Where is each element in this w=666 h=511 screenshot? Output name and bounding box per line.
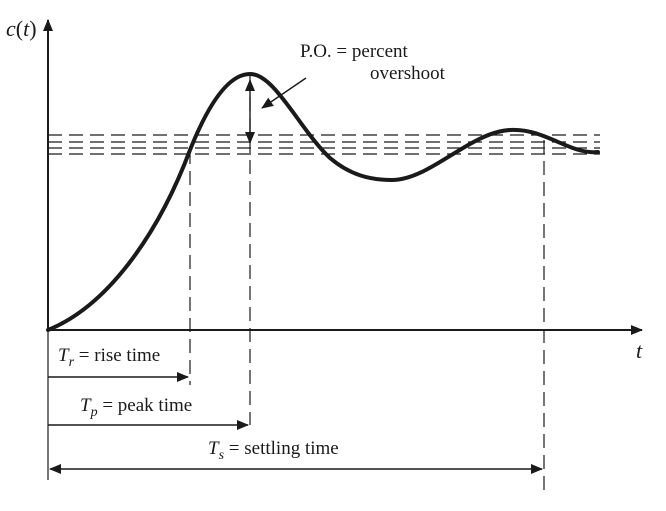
rise-time-label: Tr = rise time (58, 345, 160, 370)
settling-time-label: Ts = settling time (208, 438, 339, 463)
overshoot-pointer (261, 77, 307, 109)
percent-overshoot-label-line2: overshoot (370, 63, 446, 84)
peak-time-label: Tp = peak time (80, 395, 192, 420)
y-axis-label: c(t) (6, 16, 37, 41)
x-axis-label: t (636, 338, 643, 363)
response-curve (46, 71, 600, 332)
percent-overshoot-label: P.O. = percent (300, 41, 409, 62)
